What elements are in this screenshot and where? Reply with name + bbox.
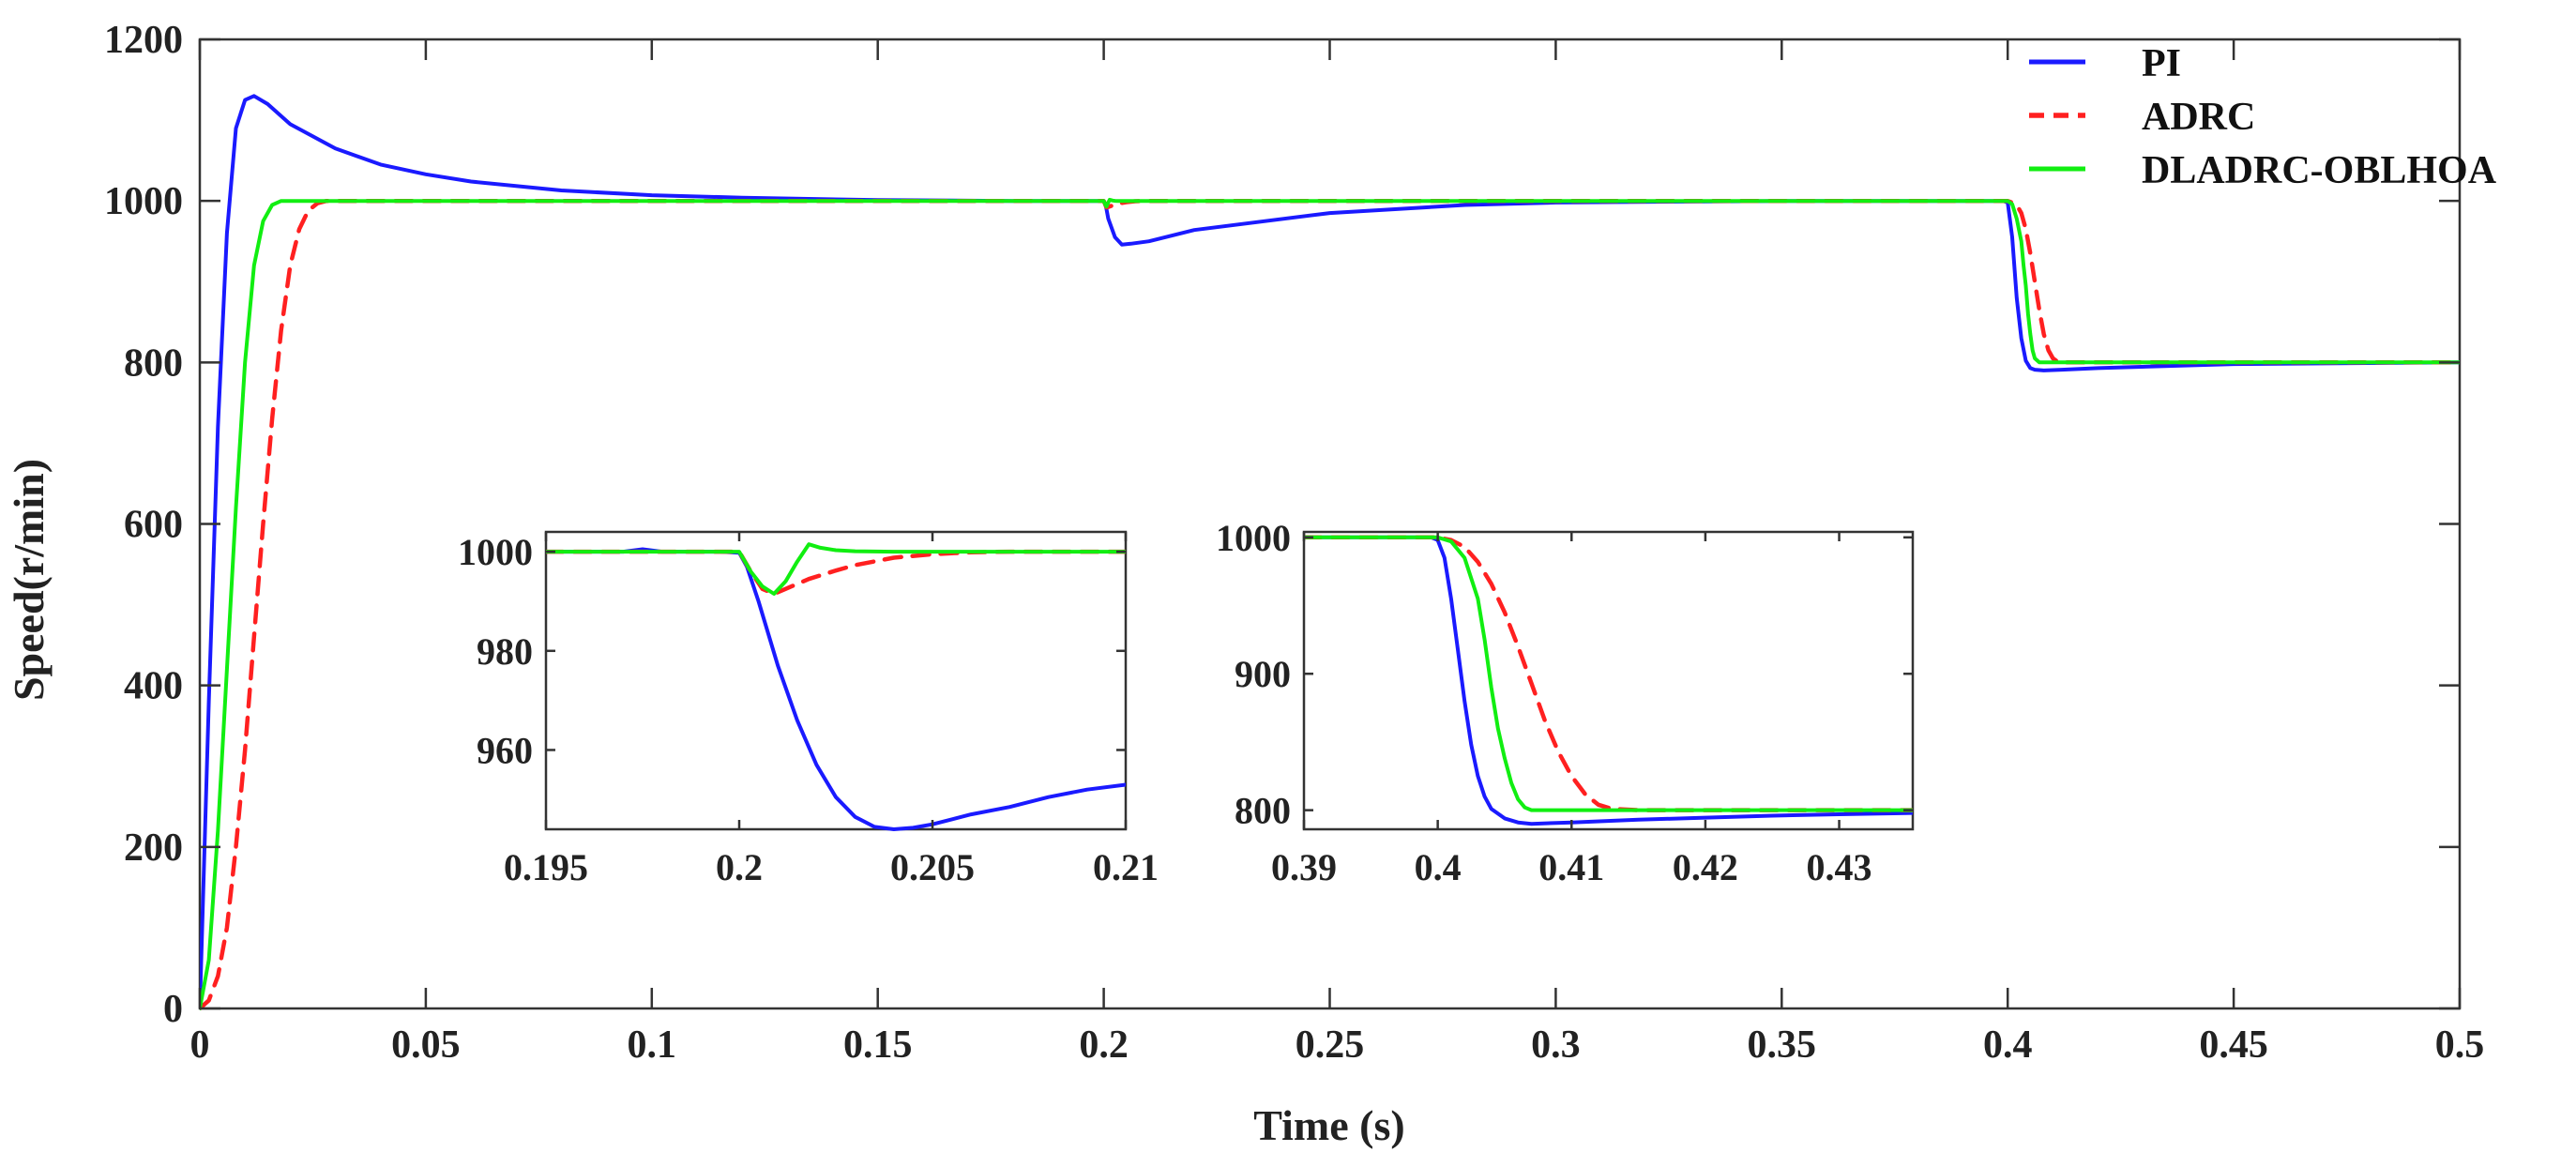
- inset2-x-tick-label: 0.39: [1271, 846, 1337, 888]
- main-y-tick-label: 200: [124, 826, 183, 870]
- inset1-x-tick-label: 0.21: [1093, 846, 1159, 888]
- inset2-series-group: [1304, 535, 1913, 826]
- inset2-x-tick-label: 0.41: [1538, 846, 1604, 888]
- inset2-y-tick-label: 900: [1235, 653, 1291, 695]
- inset2-series-line-pi: [1304, 535, 1913, 826]
- main-x-tick-label: 0: [190, 1023, 210, 1067]
- main-series-line-adrc: [200, 198, 2460, 1010]
- x-axis-title: Time (s): [1253, 1101, 1404, 1149]
- main-y-tick-label: 1200: [104, 19, 183, 62]
- inset2-x-tick-label: 0.42: [1673, 846, 1738, 888]
- main-plot: 0 0.05 0.1 0.15 0.2 0.25 0.3 0.35 0.4 0.45 0.5 0 200…: [104, 19, 2484, 1067]
- inset1-series-group: [546, 542, 1126, 831]
- main-x-tick-label: 0.15: [843, 1023, 913, 1067]
- main-x-tick-label: 0.4: [1983, 1023, 2033, 1067]
- main-series-line-pi: [200, 94, 2460, 1010]
- inset2-series-line-adrc: [1304, 535, 1913, 812]
- inset-plot-disturbance: 0.195 0.2 0.205 0.21 960 980 1000: [458, 530, 1159, 888]
- inset-plot-speed-step: 0.39 0.4 0.41 0.42 0.43 800 900 1000: [1216, 517, 1915, 888]
- legend-label-adrc: ADRC: [2142, 96, 2255, 139]
- inset2-y-tick-label: 1000: [1216, 517, 1291, 559]
- inset1-x-tick-label: 0.195: [504, 846, 588, 888]
- inset1-plot-frame: [544, 530, 1128, 831]
- inset2-x-tick-label: 0.4: [1415, 846, 1462, 888]
- main-y-tick-label: 400: [124, 665, 183, 708]
- main-y-tick-label: 800: [124, 341, 183, 385]
- main-x-tick-label: 0.5: [2435, 1023, 2485, 1067]
- main-x-tick-label: 0.25: [1296, 1023, 1365, 1067]
- inset1-series-line-dladrc-oblhoa: [546, 542, 1126, 596]
- inset1-y-tick-label: 1000: [458, 531, 533, 573]
- main-x-tick-label: 0.35: [1748, 1023, 1817, 1067]
- main-x-tick-label: 0.3: [1531, 1023, 1581, 1067]
- main-x-tick-label: 0.45: [2199, 1023, 2268, 1067]
- main-x-tick-label: 0.2: [1079, 1023, 1129, 1067]
- main-y-tick-label: 1000: [104, 180, 183, 223]
- legend-label-pi: PI: [2142, 42, 2181, 85]
- inset2-y-tick-label: 800: [1235, 790, 1291, 832]
- inset1-y-tick-label: 960: [477, 729, 533, 771]
- inset1-x-tick-label: 0.2: [716, 846, 763, 888]
- main-series-group: [200, 94, 2460, 1010]
- inset2-x-tick-label: 0.43: [1807, 846, 1872, 888]
- inset2-plot-frame: [1302, 530, 1915, 831]
- main-y-tick-label: 0: [163, 988, 183, 1031]
- inset1-y-tick-label: 980: [477, 630, 533, 673]
- main-y-tick-label: 600: [124, 504, 183, 547]
- legend-label-dladrc-oblhoa: DLADRC-OBLHOA: [2142, 149, 2497, 192]
- main-x-tick-label: 0.05: [391, 1023, 461, 1067]
- main-x-tick-label: 0.1: [628, 1023, 677, 1067]
- main-series-line-dladrc-oblhoa: [200, 197, 2460, 1010]
- inset2-series-line-dladrc-oblhoa: [1304, 535, 1913, 812]
- inset1-x-tick-label: 0.205: [890, 846, 975, 888]
- y-axis-title: Speed(r/min): [5, 459, 53, 701]
- legend: PI ADRC DLADRC-OBLHOA: [2029, 42, 2497, 192]
